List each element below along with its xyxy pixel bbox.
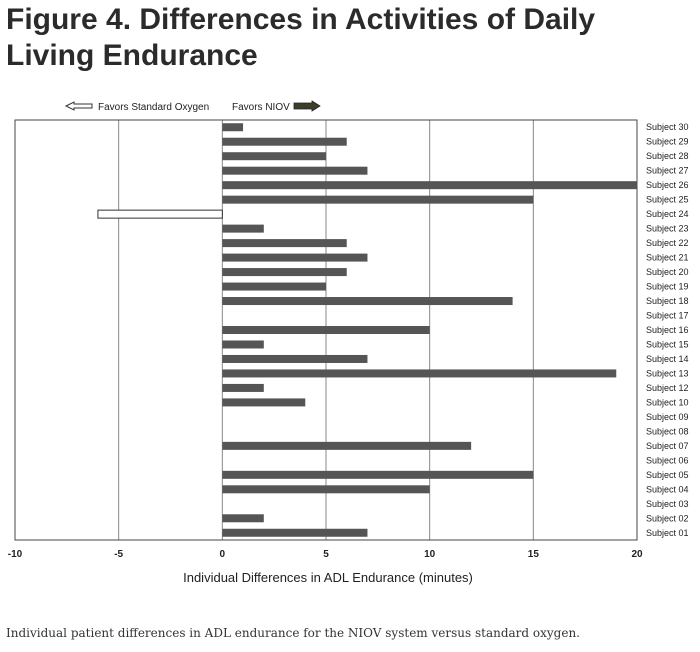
category-label: Subject 04 (646, 484, 689, 494)
bar (222, 137, 347, 146)
bar (222, 485, 430, 494)
category-label: Subject 21 (646, 253, 689, 263)
category-label: Subject 26 (646, 180, 689, 190)
arrow-right-icon (293, 100, 321, 112)
category-label: Subject 13 (646, 368, 689, 378)
bar (222, 398, 306, 407)
category-label: Subject 15 (646, 339, 689, 349)
category-label: Subject 07 (646, 441, 689, 451)
chart: Favors Standard Oxygen Favors NIOV Subjec… (8, 100, 689, 585)
category-label: Subject 05 (646, 470, 689, 480)
category-label: Subject 22 (646, 238, 689, 248)
x-tick-labels: -10 -5 0 5 10 15 20 (8, 549, 643, 560)
bar (222, 297, 513, 306)
bar (222, 528, 368, 537)
legend: Favors Standard Oxygen Favors NIOV (64, 100, 321, 113)
plot-area (14, 119, 638, 541)
bar (222, 383, 264, 392)
legend-label: Favors Standard Oxygen (98, 102, 209, 113)
category-label: Subject 12 (646, 383, 689, 393)
category-label: Subject 27 (646, 166, 689, 176)
x-tick-label: -10 (8, 549, 23, 560)
x-tick-label: 0 (220, 549, 226, 560)
category-label: Subject 10 (646, 397, 689, 407)
figure-caption: Individual patient differences in ADL en… (6, 626, 580, 640)
x-tick-label: 10 (424, 549, 436, 560)
x-tick-label: 5 (323, 549, 329, 560)
category-label: Subject 23 (646, 224, 689, 234)
category-label: Subject 19 (646, 282, 689, 292)
bar (222, 239, 347, 248)
category-label: Subject 18 (646, 296, 689, 306)
x-axis-label: Individual Differences in ADL Endurance … (183, 570, 473, 585)
bar (97, 209, 223, 219)
bar (222, 181, 638, 190)
category-label: Subject 30 (646, 122, 689, 132)
bar (222, 441, 472, 450)
bar (222, 369, 617, 378)
category-label: Subject 24 (646, 209, 689, 219)
x-tick-label: -5 (114, 549, 123, 560)
arrow-left-icon (64, 101, 93, 111)
x-tick-label: 20 (631, 549, 643, 560)
category-label: Subject 08 (646, 426, 689, 436)
category-label: Subject 17 (646, 311, 689, 321)
category-label: Subject 29 (646, 137, 689, 147)
category-labels: Subject 30 Subject 29 Subject 28 Subject 27… (646, 122, 689, 538)
category-label: Subject 20 (646, 267, 689, 277)
category-label: Subject 02 (646, 513, 689, 523)
category-label: Subject 06 (646, 455, 689, 465)
x-tick-label: 15 (528, 549, 540, 560)
bar (222, 514, 264, 523)
bar (222, 282, 326, 291)
category-label: Subject 01 (646, 528, 689, 538)
category-label: Subject 25 (646, 195, 689, 205)
bars (97, 123, 638, 537)
bar (222, 253, 368, 262)
bar (222, 340, 264, 349)
bar (222, 470, 534, 479)
bar (222, 354, 368, 363)
bar (222, 195, 534, 204)
bar (222, 326, 430, 334)
bar (222, 224, 264, 233)
bar (222, 268, 347, 277)
category-label: Subject 28 (646, 151, 689, 161)
bar (222, 166, 368, 175)
legend-label: Favors NIOV (232, 102, 290, 113)
bar (222, 123, 244, 132)
category-label: Subject 14 (646, 354, 689, 364)
category-label: Subject 16 (646, 325, 689, 335)
category-label: Subject 03 (646, 499, 689, 509)
category-label: Subject 09 (646, 412, 689, 422)
chart-title: Figure 4. Differences in Activities of D… (6, 3, 596, 72)
bar (222, 152, 326, 161)
